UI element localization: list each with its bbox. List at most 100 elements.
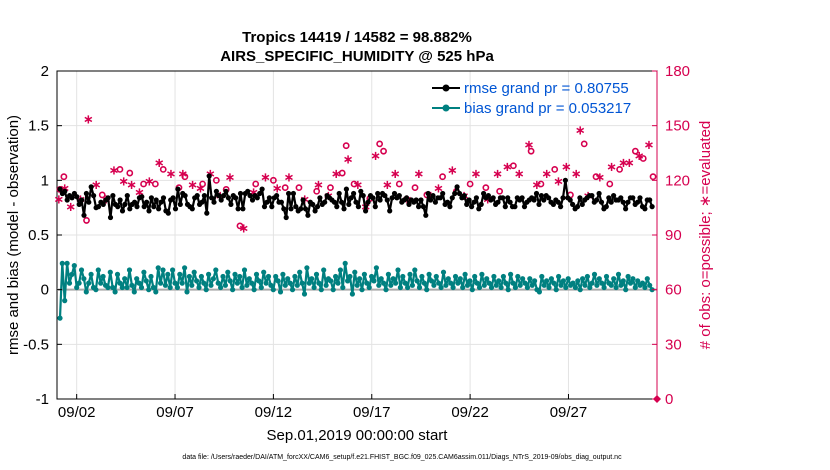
left-tick-label: -1 xyxy=(36,391,49,408)
rmse-point xyxy=(261,204,268,210)
rmse-point xyxy=(249,197,256,203)
legend: rmse grand pr = 0.80755 bias grand pr = … xyxy=(432,80,631,117)
bias-point xyxy=(484,276,490,282)
rmse-point xyxy=(86,199,92,205)
bias-point xyxy=(138,284,145,291)
left-axis-label: rmse and bias (model - observation) xyxy=(5,115,22,355)
bias-point xyxy=(160,267,166,273)
rmse-point xyxy=(225,195,231,201)
rmse-point xyxy=(336,190,342,197)
x-tick-label: 09/07 xyxy=(156,404,194,421)
left-tick-label: 1 xyxy=(41,172,49,189)
rmse-point xyxy=(533,190,540,197)
bias-point xyxy=(71,263,77,269)
bias-point xyxy=(623,287,629,293)
rmse-point xyxy=(536,201,542,207)
bias-point xyxy=(359,287,365,293)
rmse-point xyxy=(620,199,626,205)
bias-point xyxy=(124,284,130,291)
bias-point xyxy=(572,284,579,291)
rmse-point xyxy=(625,199,631,205)
bias-point xyxy=(337,267,343,273)
rmse-point xyxy=(57,186,63,192)
bias-point xyxy=(587,284,593,291)
bias-point xyxy=(277,289,284,295)
rmse-point xyxy=(314,204,321,210)
rmse-point xyxy=(165,210,171,216)
bias-point xyxy=(421,280,427,286)
bias-point xyxy=(460,284,466,291)
bias-point xyxy=(340,284,346,291)
obs-possible-marker xyxy=(252,180,260,188)
bias-point xyxy=(239,284,245,291)
bias-point xyxy=(431,282,437,288)
bias-point xyxy=(560,278,567,284)
bias-point xyxy=(563,284,569,291)
rmse-point xyxy=(221,193,227,199)
obs-possible-marker xyxy=(395,180,403,188)
bias-point xyxy=(390,276,396,282)
bias-point xyxy=(258,284,264,291)
rmse-point xyxy=(151,204,157,210)
bias-point xyxy=(508,271,514,277)
rmse-point xyxy=(461,193,467,199)
bias-point xyxy=(249,280,255,286)
rmse-point xyxy=(430,193,436,199)
obs-evaluated-marker: ∗ xyxy=(553,174,564,189)
rmse-point xyxy=(83,190,89,197)
obs-evaluated-marker: ∗ xyxy=(126,178,137,193)
bias-point xyxy=(215,280,221,286)
bias-point xyxy=(503,280,509,286)
bias-point xyxy=(565,276,571,282)
rmse-point xyxy=(81,212,87,218)
bias-point xyxy=(397,284,403,291)
obs-evaluated-marker: ∗ xyxy=(370,149,381,164)
bias-point xyxy=(467,278,473,284)
rmse-point xyxy=(363,208,369,214)
obs-evaluated-marker: ∗ xyxy=(618,156,629,171)
rmse-point xyxy=(425,190,431,197)
rmse-point xyxy=(269,204,275,210)
rmse-point xyxy=(139,194,145,200)
bias-point xyxy=(366,284,372,291)
bias-point xyxy=(184,289,190,295)
obs-possible-marker xyxy=(151,180,159,188)
bias-point xyxy=(208,282,214,288)
bias-point xyxy=(438,284,444,291)
bias-point xyxy=(189,282,195,288)
rmse-point xyxy=(447,204,453,210)
obs-evaluated-marker: ∗ xyxy=(248,185,259,200)
left-axis-ticks: -1 -0.5 0 0.5 1 1.5 2 xyxy=(23,63,62,408)
bias-point xyxy=(599,280,605,286)
bias-point xyxy=(280,271,286,277)
rmse-point xyxy=(134,204,140,210)
bias-point xyxy=(194,278,200,284)
rmse-point xyxy=(512,204,518,210)
bias-point xyxy=(558,282,564,288)
rmse-point xyxy=(322,199,328,205)
bias-point xyxy=(364,280,370,286)
right-tick-label: 180 xyxy=(665,63,690,80)
rmse-point xyxy=(132,199,138,205)
x-axis-label: Sep.01,2019 00:00:00 start xyxy=(267,427,449,444)
rmse-point xyxy=(355,204,361,210)
bias-point xyxy=(222,282,228,288)
bias-point xyxy=(520,276,526,282)
obs-evaluated-marker: ∗ xyxy=(195,182,206,197)
bias-point xyxy=(165,271,171,277)
bias-point xyxy=(388,282,394,288)
bias-point xyxy=(304,265,310,271)
bias-point xyxy=(311,284,317,291)
rmse-point xyxy=(476,206,482,212)
bias-point xyxy=(155,265,161,271)
bias-point xyxy=(251,287,257,293)
bias-point xyxy=(486,280,492,286)
rmse-point xyxy=(264,199,270,205)
bias-point xyxy=(114,271,121,277)
bias-point xyxy=(532,278,538,284)
rmse-point xyxy=(608,199,614,205)
bias-point xyxy=(122,276,128,282)
obs-possible-marker xyxy=(606,180,614,188)
right-tick-label: 30 xyxy=(665,336,682,353)
rmse-point xyxy=(122,201,128,207)
